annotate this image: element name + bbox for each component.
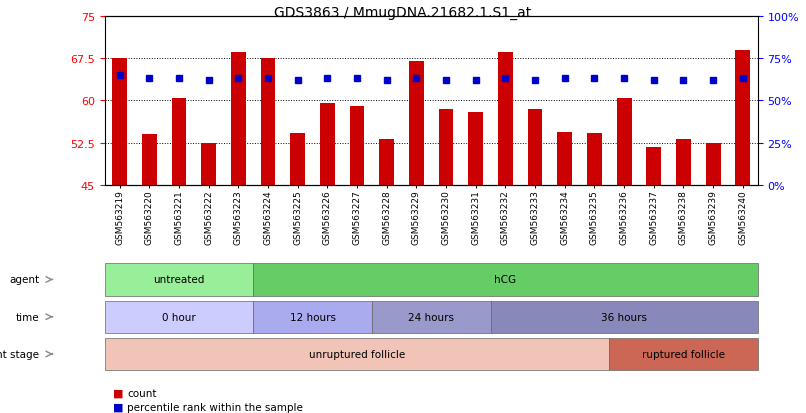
Text: time: time: [16, 312, 39, 322]
Bar: [468, 112, 483, 186]
Bar: [409, 62, 424, 186]
Bar: [706, 143, 721, 186]
Bar: [105, 338, 609, 370]
Text: ■: ■: [113, 402, 123, 412]
Bar: [142, 135, 156, 186]
Bar: [438, 109, 454, 186]
Bar: [320, 104, 334, 186]
Text: ruptured follicle: ruptured follicle: [642, 349, 725, 359]
Bar: [557, 132, 572, 186]
Text: agent: agent: [10, 275, 39, 285]
Bar: [202, 143, 216, 186]
Bar: [676, 140, 691, 186]
Bar: [609, 338, 758, 370]
Bar: [491, 301, 758, 333]
Bar: [253, 263, 758, 296]
Text: GDS3863 / MmugDNA.21682.1.S1_at: GDS3863 / MmugDNA.21682.1.S1_at: [274, 6, 532, 20]
Bar: [528, 109, 542, 186]
Bar: [231, 53, 246, 186]
Bar: [350, 107, 364, 186]
Bar: [372, 301, 491, 333]
Text: hCG: hCG: [494, 275, 517, 285]
Text: 12 hours: 12 hours: [289, 312, 335, 322]
Bar: [587, 134, 602, 186]
Bar: [617, 98, 632, 186]
Text: 24 hours: 24 hours: [408, 312, 455, 322]
Text: untreated: untreated: [153, 275, 205, 285]
Text: unruptured follicle: unruptured follicle: [309, 349, 405, 359]
Text: count: count: [127, 388, 157, 398]
Bar: [646, 147, 661, 186]
Bar: [105, 301, 253, 333]
Text: 36 hours: 36 hours: [601, 312, 647, 322]
Text: development stage: development stage: [0, 349, 39, 359]
Bar: [172, 98, 186, 186]
Text: percentile rank within the sample: percentile rank within the sample: [127, 402, 303, 412]
Bar: [112, 59, 127, 186]
Bar: [498, 53, 513, 186]
Bar: [105, 263, 253, 296]
Bar: [380, 140, 394, 186]
Text: ■: ■: [113, 388, 123, 398]
Bar: [290, 134, 305, 186]
Bar: [253, 301, 372, 333]
Text: 0 hour: 0 hour: [162, 312, 196, 322]
Bar: [260, 59, 276, 186]
Bar: [735, 50, 750, 186]
